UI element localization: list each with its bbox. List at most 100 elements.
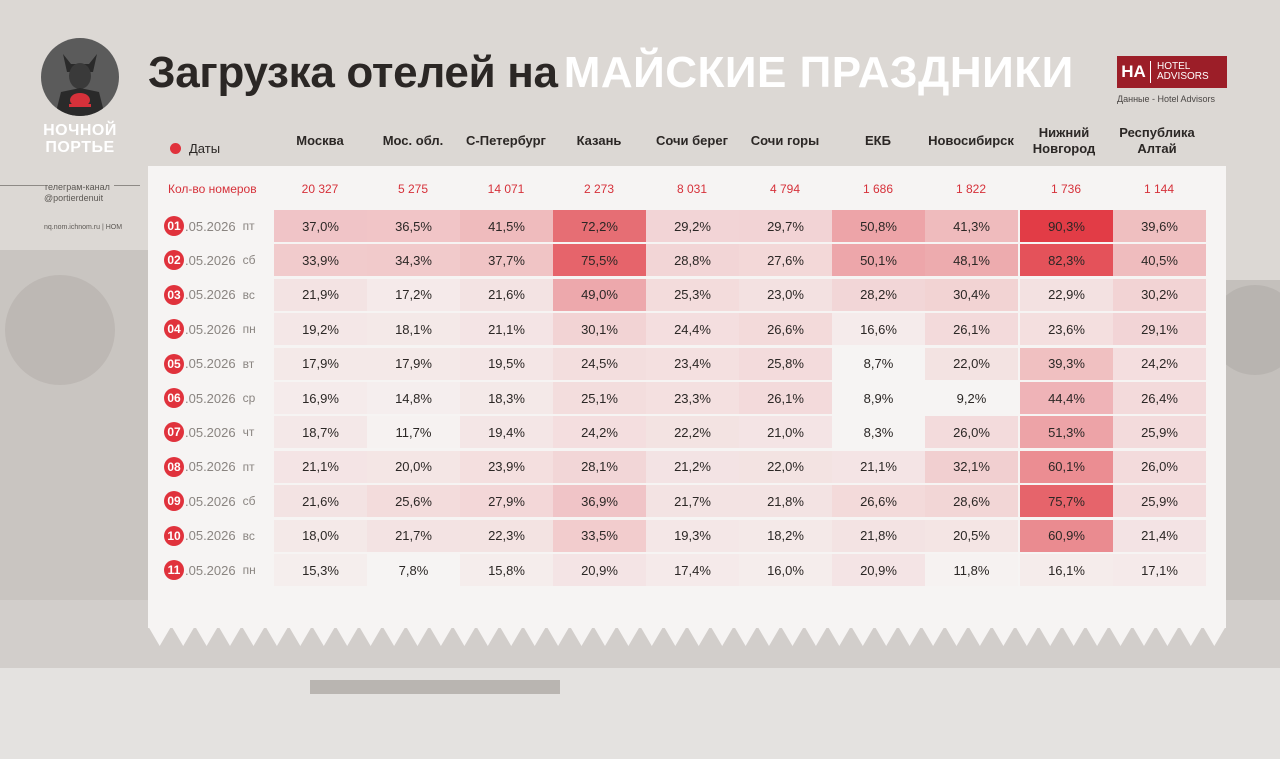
occupancy-cell: 29,7% <box>739 210 832 242</box>
column-header: ЕКБ <box>865 133 891 148</box>
occupancy-cell: 21,1% <box>832 450 925 483</box>
occupancy-cell: 23,9% <box>460 450 553 483</box>
occupancy-cell: 72,2% <box>553 210 646 242</box>
date-text: .05.2026 <box>185 493 236 509</box>
occupancy-cell: 50,8% <box>832 210 925 242</box>
date-cell: 08.05.2026 пт <box>164 451 255 483</box>
occupancy-cell: 25,9% <box>1113 485 1206 518</box>
occupancy-cell: 19,2% <box>274 313 367 346</box>
occupancy-cell: 16,6% <box>832 313 925 346</box>
occupancy-cell: 26,6% <box>832 485 925 518</box>
day-badge: 10 <box>164 525 184 546</box>
occupancy-cell: 17,9% <box>274 347 367 380</box>
occupancy-cell: 25,1% <box>553 382 646 414</box>
occupancy-cell: 22,0% <box>739 450 832 483</box>
hotel-advisors-logo: НА HOTEL ADVISORS <box>1117 56 1227 88</box>
date-text: .05.2026 <box>185 287 236 303</box>
rooms-count: 8 031 <box>676 182 708 196</box>
occupancy-cell: 30,4% <box>925 278 1018 311</box>
rooms-count: 1 736 <box>1050 182 1082 196</box>
occupancy-cell: 24,2% <box>553 416 646 449</box>
occupancy-cell: 24,5% <box>553 347 646 380</box>
occupancy-cell: 75,7% <box>1020 485 1113 518</box>
occupancy-cell: 21,9% <box>274 278 367 311</box>
occupancy-cell: 25,8% <box>739 347 832 380</box>
occupancy-cell: 36,5% <box>367 210 460 242</box>
occupancy-cell: 7,8% <box>398 562 429 578</box>
occupancy-cell: 23,4% <box>646 347 739 380</box>
date-text: .05.2026 <box>185 390 236 406</box>
occupancy-cell: 90,3% <box>1020 210 1113 242</box>
occupancy-cell: 21,0% <box>739 416 832 449</box>
occupancy-cell: 41,3% <box>925 210 1018 242</box>
day-badge: 08 <box>164 456 184 477</box>
dates-header: Даты <box>170 141 220 156</box>
column-header: Сочи берег <box>655 133 728 148</box>
occupancy-cell: 21,8% <box>832 519 925 552</box>
day-badge: 09 <box>164 491 184 512</box>
telegram-handle: @portierdenuit <box>44 193 104 203</box>
occupancy-cell: 39,6% <box>1113 210 1206 242</box>
occupancy-cell: 34,3% <box>367 244 460 277</box>
occupancy-cell: 8,3% <box>863 424 894 440</box>
day-badge: 07 <box>164 422 184 443</box>
rooms-count: 20 327 <box>301 182 339 196</box>
occupancy-cell: 19,4% <box>460 416 553 449</box>
occupancy-cell: 51,3% <box>1020 416 1113 449</box>
rooms-count: 2 273 <box>583 182 615 196</box>
weekday: пт <box>242 459 255 474</box>
column-header: С-Петербург <box>466 133 546 148</box>
date-cell: 05.05.2026 вт <box>164 348 254 380</box>
porter-emblem <box>41 38 119 116</box>
date-cell: 01.05.2026 пт <box>164 210 255 242</box>
date-cell: 10.05.2026 вс <box>164 520 255 552</box>
occupancy-cell: 28,8% <box>646 244 739 277</box>
weekday: вс <box>242 528 255 543</box>
occupancy-cell: 18,3% <box>460 382 553 414</box>
occupancy-cell: 30,1% <box>553 313 646 346</box>
occupancy-cell: 44,4% <box>1020 382 1113 414</box>
title-main: Загрузка отелей на <box>148 48 558 97</box>
occupancy-cell: 19,3% <box>646 519 739 552</box>
date-text: .05.2026 <box>185 424 236 440</box>
occupancy-cell: 21,1% <box>274 450 367 483</box>
occupancy-cell: 8,9% <box>863 390 894 406</box>
weekday: чт <box>242 425 255 440</box>
occupancy-cell: 18,1% <box>367 313 460 346</box>
occupancy-cell: 39,3% <box>1020 347 1113 380</box>
occupancy-cell: 26,4% <box>1113 382 1206 414</box>
column-header: Москва <box>296 133 344 148</box>
occupancy-cell: 16,0% <box>739 554 832 586</box>
occupancy-cell: 36,9% <box>553 485 646 518</box>
occupancy-cell: 26,0% <box>925 416 1018 449</box>
weekday: вт <box>242 356 255 371</box>
occupancy-cell: 37,7% <box>460 244 553 277</box>
occupancy-cell: 60,1% <box>1020 450 1113 483</box>
ha-name-line-1: HOTEL <box>1157 61 1191 72</box>
occupancy-cell: 21,6% <box>274 485 367 518</box>
date-text: .05.2026 <box>185 218 236 234</box>
occupancy-cell: 27,6% <box>739 244 832 277</box>
rooms-count: 1 144 <box>1143 182 1175 196</box>
occupancy-cell: 16,1% <box>1020 554 1113 586</box>
occupancy-cell: 15,8% <box>460 554 553 586</box>
occupancy-cell: 8,7% <box>863 356 894 372</box>
occupancy-cell: 28,2% <box>832 278 925 311</box>
date-cell: 07.05.2026 чт <box>164 416 254 448</box>
logo-line-2: ПОРТЬЕ <box>45 139 115 156</box>
day-badge: 11 <box>164 560 184 580</box>
occupancy-cell: 24,4% <box>646 313 739 346</box>
telegram-label: телеграм-канал <box>44 182 110 192</box>
occupancy-cell: 17,2% <box>367 278 460 311</box>
occupancy-cell: 9,2% <box>956 390 987 406</box>
data-source: Данные - Hotel Advisors <box>1117 94 1216 104</box>
rooms-count: 14 071 <box>487 182 525 196</box>
occupancy-cell: 21,7% <box>646 485 739 518</box>
occupancy-cell: 29,2% <box>646 210 739 242</box>
occupancy-cell: 20,9% <box>832 554 925 586</box>
weekday: вс <box>242 287 255 302</box>
column-header: Нижний Новгород <box>1032 125 1096 156</box>
weekday: пт <box>242 219 255 233</box>
occupancy-cell: 26,6% <box>739 313 832 346</box>
logo-line-1: НОЧНОЙ <box>43 122 117 139</box>
